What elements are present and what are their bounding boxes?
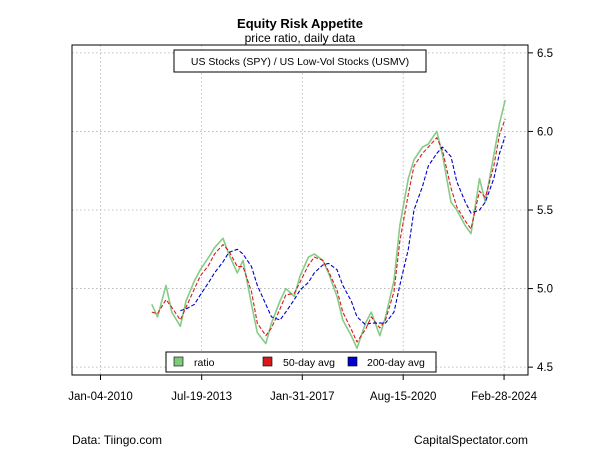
x-tick-label: Jan-04-2010 (68, 391, 133, 403)
legend-swatch-200day (347, 356, 358, 367)
x-axis: Jan-04-2010 Jul-19-2013 Jan-31-2017 Aug-15-… (68, 375, 538, 403)
legend-swatch-50day (262, 356, 273, 367)
x-tick-label: Feb-28-2024 (471, 391, 537, 403)
y-tick-label: 4.5 (537, 362, 553, 374)
series-line-200day-avg (180, 135, 506, 326)
x-tick-label: Aug-15-2020 (370, 391, 437, 403)
y-tick-label: 5.5 (537, 205, 553, 217)
y-axis: 4.5 5.0 5.5 6.0 6.5 (528, 48, 553, 374)
chart-title: Equity Risk Appetite (237, 16, 363, 31)
grid-lines (72, 45, 528, 375)
legend: ratio 50-day avg 200-day avg (165, 351, 437, 373)
x-tick-label: Jan-31-2017 (270, 391, 335, 403)
series-line-50day-avg (151, 118, 506, 343)
legend-frame (165, 351, 437, 373)
series-lines (151, 99, 506, 350)
y-tick-label: 6.5 (537, 48, 553, 60)
chart-subtitle: price ratio, daily data (245, 31, 356, 45)
footer-source: Data: Tiingo.com (72, 433, 162, 447)
x-tick-label: Jul-19-2013 (171, 391, 232, 403)
legend-label-50day: 50-day avg (283, 357, 335, 369)
annotation-box: US Stocks (SPY) / US Low-Vol Stocks (USM… (173, 49, 427, 73)
y-tick-label: 5.0 (537, 284, 553, 296)
footer-site: CapitalSpectator.com (414, 433, 528, 447)
legend-swatch-ratio (173, 356, 184, 367)
legend-label-ratio: ratio (194, 357, 215, 369)
y-tick-label: 6.0 (537, 126, 553, 138)
annotation-text: US Stocks (SPY) / US Low-Vol Stocks (USM… (191, 56, 409, 68)
legend-label-200day: 200-day avg (367, 357, 425, 369)
annotation-frame (173, 49, 427, 73)
series-line-ratio (151, 99, 506, 350)
